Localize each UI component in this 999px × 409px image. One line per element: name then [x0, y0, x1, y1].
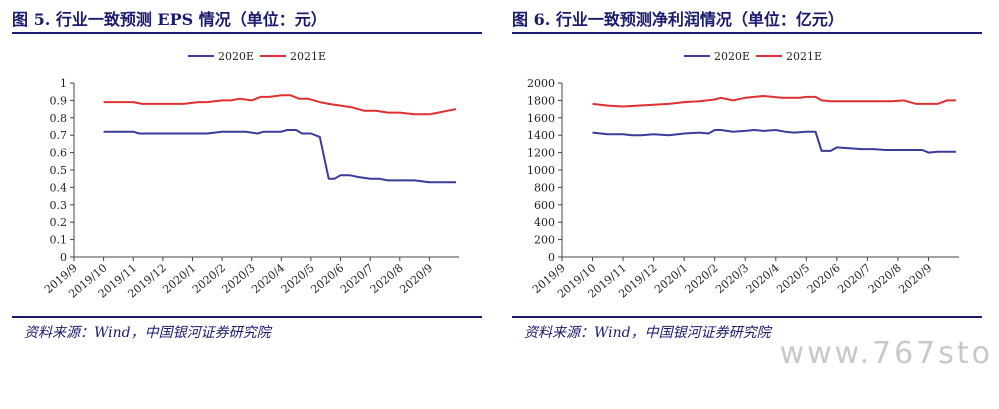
source-note: 资料来源：Wind，中国银河证券研究院: [24, 325, 271, 341]
x-tick-label: 2020/4: [744, 261, 782, 296]
y-tick-label: 200: [534, 234, 555, 247]
y-tick-label: 0: [548, 251, 555, 264]
y-tick-label: 1400: [527, 129, 555, 142]
y-tick-label: 1800: [527, 94, 555, 107]
x-tick-label: 2020/9: [397, 261, 435, 296]
y-tick-label: 0.5: [50, 164, 68, 177]
watermark: www.767sto: [779, 336, 993, 371]
eps-line-chart: 00.10.20.30.40.50.60.70.80.912019/92019/…: [42, 50, 459, 301]
x-tick-label: 2020/7: [835, 261, 873, 296]
series-line-2021E: [103, 94, 457, 116]
y-tick-label: 0.8: [50, 112, 68, 125]
legend-label-2020E: 2020E: [714, 50, 750, 63]
y-tick-label: 1000: [527, 164, 555, 177]
y-tick-label: 600: [534, 199, 555, 212]
figure-title: 图 6. 行业一致预测净利润情况（单位：亿元）: [512, 10, 844, 29]
title-rule: [512, 32, 982, 34]
x-tick-label: 2020/2: [683, 261, 721, 296]
x-tick-label: 2020/9: [896, 261, 934, 296]
y-tick-label: 0.3: [50, 199, 68, 212]
x-tick-label: 2020/1: [652, 261, 690, 296]
y-tick-label: 0.9: [50, 94, 68, 107]
legend-label-2021E: 2021E: [786, 50, 822, 63]
y-tick-label: 0.6: [50, 147, 68, 160]
net-profit-line-chart: 0200400600800100012001400160018002000201…: [527, 50, 959, 301]
figure-panel-eps: 图 5. 行业一致预测 EPS 情况（单位：元） 0 0.1 0.2 0.3 0.4 0.…: [12, 0, 482, 360]
source-rule: [12, 316, 482, 318]
figure-title: 图 5. 行业一致预测 EPS 情况（单位：元）: [12, 10, 327, 29]
legend-label-2020E: 2020E: [218, 50, 254, 63]
y-tick-label: 400: [534, 216, 555, 229]
x-tick-label: 2020/3: [713, 261, 751, 296]
title-rule: [12, 32, 482, 34]
y-tick-label: 0: [60, 251, 67, 264]
y-tick-label: 1200: [527, 147, 555, 160]
legend-label-2021E: 2021E: [290, 50, 326, 63]
source-note: 资料来源：Wind，中国银河证券研究院: [524, 325, 771, 341]
source-rule: [512, 316, 982, 318]
figure-panel-net-profit: 图 6. 行业一致预测净利润情况（单位：亿元） 0 200 400 600 800 100…: [512, 0, 982, 360]
x-tick-label: 2020/6: [805, 261, 843, 296]
y-tick-label: 2000: [527, 77, 555, 90]
y-tick-label: 0.2: [50, 216, 68, 229]
y-tick-label: 1: [60, 77, 67, 90]
y-tick-label: 0.1: [50, 234, 68, 247]
series-line-2020E: [592, 129, 956, 154]
series-line-2021E: [592, 95, 956, 108]
series-line-2020E: [103, 129, 456, 184]
y-tick-label: 1600: [527, 112, 555, 125]
x-tick-label: 2020/8: [866, 261, 904, 296]
y-tick-label: 800: [534, 181, 555, 194]
x-tick-label: 2020/5: [774, 261, 812, 296]
y-tick-label: 0.7: [50, 129, 68, 142]
y-tick-label: 0.4: [50, 181, 68, 194]
